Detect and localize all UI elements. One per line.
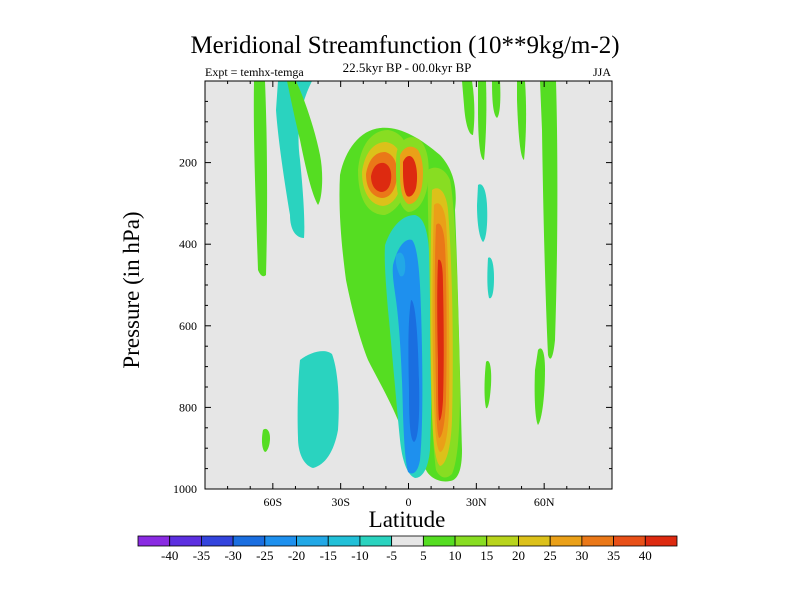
experiment-label: Expt = temhx-temga — [205, 65, 304, 79]
season-label: JJA — [593, 65, 611, 79]
colorbar-swatch — [232, 535, 266, 547]
colorbar-level-label: -35 — [193, 548, 210, 563]
colorbar-swatch — [264, 535, 297, 547]
colorbar-level-label: 15 — [480, 548, 493, 563]
contour-upper-high-eq-40 — [403, 156, 418, 197]
colorbar-level-label: 20 — [512, 548, 525, 563]
contour-nh-strip-c — [492, 81, 501, 118]
contour-equatorial-deep-core — [408, 300, 420, 442]
chart-subtitle: 22.5kyr BP - 00.0kyr BP — [343, 60, 472, 75]
y-tick-label: 1000 — [173, 482, 197, 496]
x-axis-title: Latitude — [369, 507, 446, 532]
contour-sh-polar-positive — [253, 81, 268, 277]
colorbar-swatch — [613, 535, 646, 547]
colorbar-swatch — [169, 535, 202, 547]
contour-nh-strip-g — [484, 360, 492, 409]
contour-nh-cyan-a — [477, 184, 488, 242]
x-tick-label: 30S — [331, 495, 350, 509]
y-axis: 200 400 600 800 1000 — [173, 100, 612, 496]
colorbar-level-label: 35 — [607, 548, 620, 563]
colorbar-swatch — [549, 535, 583, 547]
contour-sh-midlat-negative — [297, 351, 339, 468]
colorbar-level-label: -40 — [161, 548, 178, 563]
colorbar-swatch — [422, 535, 456, 547]
colorbar-swatch — [296, 535, 329, 547]
x-tick-label: 30N — [466, 495, 487, 509]
colorbar-swatch — [201, 535, 234, 547]
chart-title: Meridional Streamfunction (10**9kg/m-2) — [190, 32, 619, 59]
colorbar-level-label: -25 — [256, 548, 273, 563]
contour-nh-strip-e — [540, 81, 558, 359]
colorbar-level-label: -5 — [386, 548, 397, 563]
colorbar: -40 -35 -30 -25 -20 -15 -10 -5 5 10 15 20 25 30 35 40 — [137, 535, 678, 563]
contour-sh-upper-positive — [287, 81, 323, 205]
contour-nh-strip-a — [462, 81, 475, 135]
y-tick-label: 400 — [179, 237, 197, 251]
colorbar-level-label: 40 — [639, 548, 652, 563]
x-tick-label: 60N — [534, 495, 555, 509]
y-tick-label: 800 — [179, 400, 197, 414]
contour-nh-core-40 — [437, 259, 444, 421]
contour-field — [253, 81, 558, 482]
contour-upper-high-10s-40 — [371, 162, 392, 192]
contour-nh-strip-f — [534, 348, 545, 425]
colorbar-swatch — [454, 535, 488, 547]
colorbar-level-label: 10 — [449, 548, 462, 563]
colorbar-level-label: -30 — [224, 548, 241, 563]
colorbar-swatch — [359, 535, 393, 547]
colorbar-level-label: 5 — [420, 548, 427, 563]
x-tick-label: 60S — [263, 495, 282, 509]
contour-nh-cyan-b — [487, 257, 494, 299]
colorbar-level-label: -10 — [351, 548, 368, 563]
colorbar-level-label: -15 — [320, 548, 337, 563]
y-tick-label: 200 — [179, 156, 197, 170]
contour-nh-strip-b — [478, 81, 487, 160]
colorbar-swatch — [391, 535, 424, 547]
y-tick-label: 600 — [179, 319, 197, 333]
colorbar-level-label: 25 — [544, 548, 557, 563]
contour-sh-subtropical-negative — [395, 252, 406, 277]
contour-nh-strip-d — [517, 81, 527, 160]
colorbar-swatch — [581, 535, 614, 547]
colorbar-swatch — [486, 535, 519, 547]
colorbar-level-label: 30 — [575, 548, 588, 563]
contour-sh-high-lat-negative — [276, 81, 312, 238]
colorbar-swatch — [644, 535, 678, 547]
y-axis-title: Pressure (in hPa) — [119, 211, 144, 368]
contour-sh-small-positive — [261, 428, 270, 452]
colorbar-swatch — [518, 535, 551, 547]
x-tick-label: 0 — [406, 495, 412, 509]
colorbar-swatch — [137, 535, 171, 547]
x-axis: 60S 30S 0 30N 60N — [227, 81, 590, 509]
colorbar-level-label: -20 — [288, 548, 305, 563]
colorbar-swatch — [327, 535, 361, 547]
